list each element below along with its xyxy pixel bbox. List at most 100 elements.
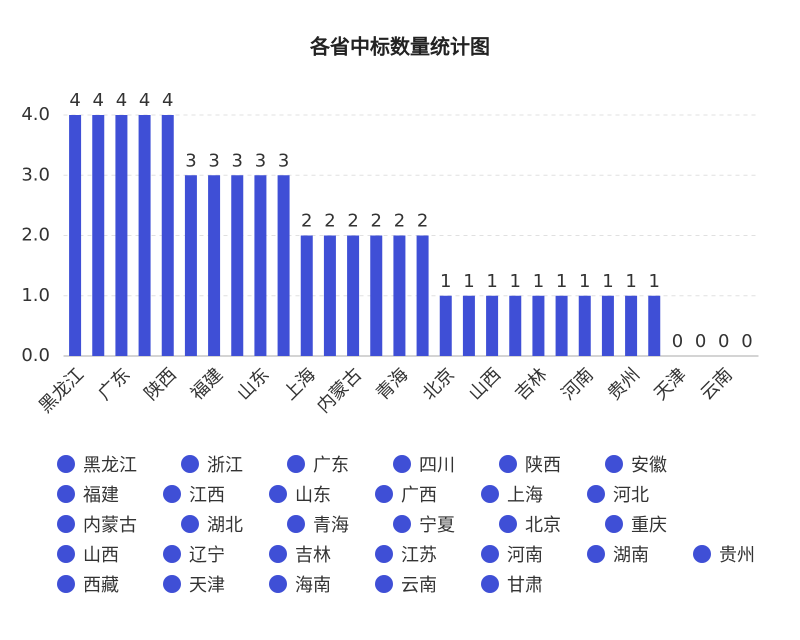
legend-dot — [163, 545, 181, 563]
value-label: 2 — [347, 211, 358, 232]
legend-item[interactable]: 贵州 — [693, 542, 755, 566]
bar — [532, 295, 545, 356]
legend-item[interactable]: 福建 — [57, 482, 119, 506]
legend-dot — [605, 455, 623, 473]
x-tick-label: 北京 — [419, 364, 459, 404]
legend-item[interactable]: 甘肃 — [481, 572, 543, 596]
legend-item[interactable]: 西藏 — [57, 572, 119, 596]
value-label: 1 — [463, 271, 474, 292]
legend-dot — [269, 575, 287, 593]
legend-item[interactable]: 黑龙江 — [57, 452, 137, 476]
value-label: 1 — [649, 271, 660, 292]
x-tick-label: 福建 — [187, 364, 227, 404]
legend-label: 云南 — [401, 575, 437, 596]
legend-item[interactable]: 江西 — [163, 482, 225, 506]
legend-item[interactable]: 广西 — [375, 482, 437, 506]
value-label: 0 — [741, 331, 752, 352]
legend-item[interactable]: 云南 — [375, 572, 437, 596]
x-tick-label: 贵州 — [604, 364, 644, 404]
legend-dot — [57, 545, 75, 563]
legend-label: 江西 — [189, 485, 225, 506]
legend-item[interactable]: 河南 — [481, 542, 543, 566]
legend-item[interactable]: 安徽 — [605, 452, 667, 476]
legend-item[interactable]: 内蒙古 — [57, 512, 137, 536]
value-label: 2 — [371, 211, 382, 232]
value-label: 0 — [718, 331, 729, 352]
value-label: 3 — [208, 150, 219, 171]
bar — [370, 235, 383, 356]
legend-dot — [481, 485, 499, 503]
value-label: 3 — [278, 150, 289, 171]
legend-item[interactable]: 河北 — [587, 482, 649, 506]
legend-dot — [163, 485, 181, 503]
legend-label: 重庆 — [631, 515, 667, 536]
legend-item[interactable]: 辽宁 — [163, 542, 225, 566]
bar — [277, 175, 290, 356]
bar — [231, 175, 244, 356]
legend-label: 广西 — [401, 485, 437, 506]
legend-item[interactable]: 陕西 — [499, 452, 561, 476]
legend-item[interactable]: 海南 — [269, 572, 331, 596]
x-tick-label: 吉林 — [511, 364, 551, 404]
legend-item[interactable]: 四川 — [393, 452, 455, 476]
legend-item[interactable]: 山东 — [269, 482, 331, 506]
legend-item[interactable]: 青海 — [287, 512, 349, 536]
legend-item[interactable]: 湖南 — [587, 542, 649, 566]
value-label: 3 — [185, 150, 196, 171]
legend-dot — [181, 455, 199, 473]
value-label: 2 — [417, 211, 428, 232]
legend-label: 青海 — [313, 515, 349, 536]
x-tick-label: 广东 — [94, 364, 134, 404]
legend-item[interactable]: 天津 — [163, 572, 225, 596]
legend-item[interactable]: 湖北 — [181, 512, 243, 536]
bar — [439, 295, 452, 356]
legend-item[interactable]: 上海 — [481, 482, 543, 506]
legend-label: 四川 — [419, 455, 455, 476]
legend-item[interactable]: 北京 — [499, 512, 561, 536]
value-label: 4 — [162, 90, 173, 111]
value-label: 4 — [139, 90, 150, 111]
legend-item[interactable]: 山西 — [57, 542, 119, 566]
legend-label: 江苏 — [401, 545, 437, 566]
bar — [625, 295, 638, 356]
legend-label: 天津 — [189, 575, 225, 596]
legend-item[interactable]: 宁夏 — [393, 512, 455, 536]
legend-label: 安徽 — [631, 455, 667, 476]
value-label: 1 — [579, 271, 590, 292]
legend: 黑龙江 浙江 广东 四川 陕西 安徽福建 江西 山东 广西 上海 河北内蒙古 湖北 青海 宁夏 北京 重庆山西… — [57, 452, 757, 596]
legend-dot — [57, 575, 75, 593]
legend-label: 海南 — [295, 575, 331, 596]
legend-item[interactable]: 江苏 — [375, 542, 437, 566]
legend-item[interactable]: 重庆 — [605, 512, 667, 536]
legend-dot — [481, 545, 499, 563]
bar — [393, 235, 406, 356]
legend-label: 山西 — [83, 545, 119, 566]
bar — [323, 235, 336, 356]
legend-dot — [287, 515, 305, 533]
bar — [601, 295, 614, 356]
legend-dot — [481, 575, 499, 593]
bar — [578, 295, 591, 356]
legend-label: 黑龙江 — [83, 455, 137, 476]
legend-item[interactable]: 广东 — [287, 452, 349, 476]
legend-dot — [163, 575, 181, 593]
legend-dot — [375, 575, 393, 593]
legend-label: 北京 — [525, 515, 561, 536]
value-label: 0 — [672, 331, 683, 352]
legend-label: 辽宁 — [189, 545, 225, 566]
y-tick-label: 4.0 — [21, 104, 50, 125]
legend-item[interactable]: 吉林 — [269, 542, 331, 566]
y-tick-label: 3.0 — [21, 164, 50, 185]
legend-item[interactable]: 浙江 — [181, 452, 243, 476]
bar — [462, 295, 475, 356]
legend-dot — [287, 455, 305, 473]
bar — [138, 115, 151, 356]
legend-dot — [269, 485, 287, 503]
bar — [115, 115, 128, 356]
legend-dot — [57, 485, 75, 503]
legend-dot — [499, 515, 517, 533]
legend-dot — [375, 545, 393, 563]
legend-dot — [587, 485, 605, 503]
value-label: 1 — [556, 271, 567, 292]
legend-label: 山东 — [295, 485, 331, 506]
